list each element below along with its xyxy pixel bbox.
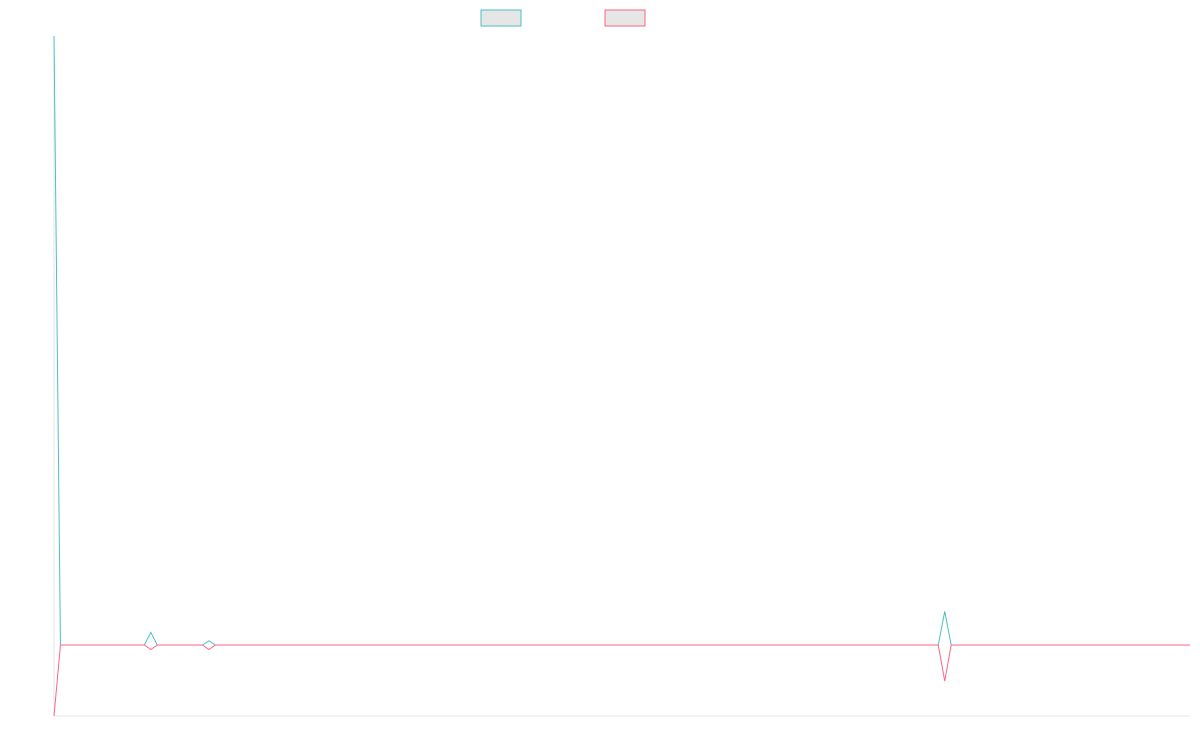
- series-line-1: [53, 35, 1190, 646]
- series-lines: [53, 35, 1190, 717]
- legend-item[interactable]: [480, 9, 522, 27]
- legend-swatch[interactable]: [604, 9, 646, 27]
- legend-item[interactable]: [604, 9, 646, 27]
- legend-swatch[interactable]: [480, 9, 522, 27]
- chart-axes: [53, 36, 1190, 717]
- series-line-2: [53, 644, 1190, 717]
- chart-legend[interactable]: [480, 9, 646, 27]
